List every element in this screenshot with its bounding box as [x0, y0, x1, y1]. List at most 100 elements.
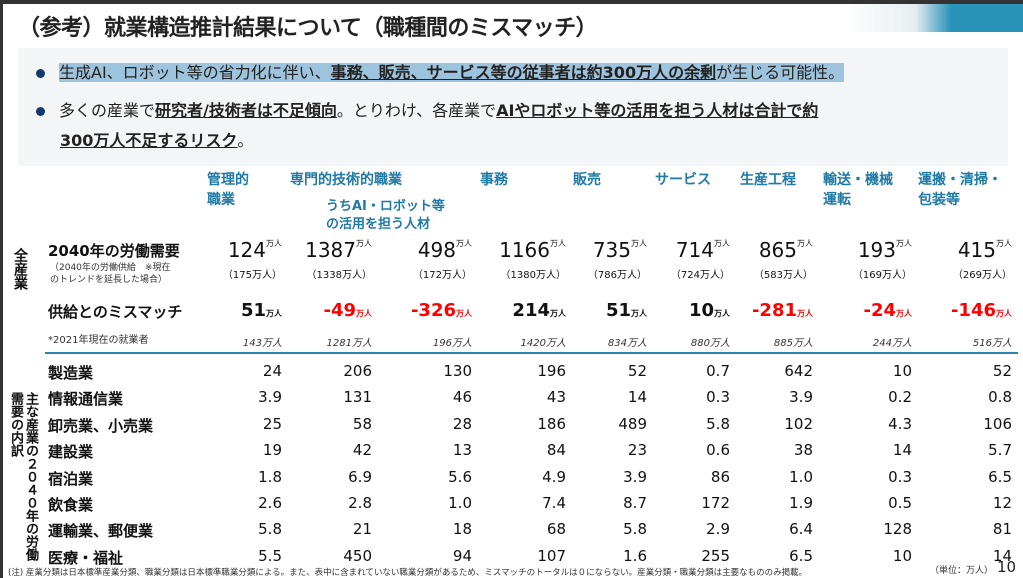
demand-label: 2040年の労働需要: [48, 242, 180, 260]
employed-2021-value: 516万人: [972, 338, 1012, 349]
industry-value: 5.6: [448, 467, 472, 486]
employed-2021-value: 880万人: [690, 338, 730, 349]
industry-value: 3.9: [623, 467, 647, 486]
employed-2021-value: 1420万人: [520, 338, 566, 349]
industry-value: 0.8: [988, 388, 1012, 407]
employed-2021-value: 244万人: [872, 338, 912, 349]
bullet-icon: [36, 69, 45, 78]
employed-2021-value: 1281万人: [326, 338, 372, 349]
industry-label: 医療・福祉: [48, 548, 124, 567]
value: -24: [863, 300, 896, 321]
industry-value: 42: [352, 441, 372, 460]
mismatch-value: 10万人: [689, 300, 730, 321]
unit: 万人: [456, 239, 472, 248]
industry-value: 94: [452, 546, 472, 565]
industry-value: 5.8: [623, 520, 647, 539]
employed-2021-value: 196万人: [432, 338, 472, 349]
unit: 万人: [896, 239, 912, 248]
demand-value: 735万人: [593, 238, 647, 262]
column-header: 輸送・機械 運転: [823, 172, 893, 208]
industry-value: 13: [452, 441, 472, 460]
employed-2021-value: 143万人: [242, 338, 282, 349]
sub-column-header: うちAI・ロボット等 の活用を担う人材: [326, 199, 445, 232]
bullet-2-cont: 300万人不足するリスク。: [60, 126, 253, 156]
value: 1387: [305, 238, 356, 262]
unit: 万人: [631, 309, 647, 318]
supply-value: （786万人）: [587, 270, 647, 281]
bullet-icon: [36, 107, 45, 116]
industry-value: 52: [627, 362, 647, 380]
industry-value: 102: [784, 414, 813, 433]
mismatch-value: -281万人: [752, 300, 813, 321]
unit: 万人: [896, 309, 912, 318]
supply-value: （269万人）: [952, 270, 1012, 281]
industry-value: 0.7: [706, 362, 730, 380]
industry-label: 情報通信業: [48, 390, 124, 409]
industry-value: 18: [452, 520, 472, 539]
industry-value: 1.0: [789, 467, 813, 486]
industry-value: 81: [992, 520, 1012, 539]
unit: 万人: [266, 239, 282, 248]
bullet-emphasis: 300万人不足するリスク: [60, 131, 238, 150]
demand-value: 415万人: [958, 238, 1012, 262]
mismatch-value: -49万人: [323, 300, 372, 321]
industry-value: 2.9: [706, 520, 730, 539]
industry-value: 0.2: [888, 388, 912, 407]
industry-value: 0.5: [888, 494, 912, 512]
unit: 万人: [797, 309, 813, 318]
industry-value: 21: [352, 520, 372, 539]
industry-value: 1.8: [258, 467, 282, 486]
industry-value: 131: [343, 388, 372, 407]
unit: 万人: [550, 239, 566, 248]
industry-value: 23: [627, 441, 647, 460]
bullet-text: 。とりわけ、各産業で: [336, 101, 497, 120]
demand-value: 1166万人: [499, 238, 566, 262]
unit: 万人: [797, 239, 813, 248]
supply-value: （1338万人）: [306, 270, 372, 281]
industry-label: 宿泊業: [48, 469, 94, 488]
industry-value: 4.3: [888, 414, 912, 433]
industry-value: 1.0: [448, 494, 472, 512]
industry-value: 3.9: [789, 388, 813, 407]
mismatch-value: 51万人: [241, 300, 282, 321]
summary-box: 生成AI、ロボット等の省力化に伴い、事務、販売、サービス等の従事者は約300万人…: [18, 48, 1008, 166]
industry-value: 255: [701, 546, 730, 565]
value: -146: [950, 300, 996, 321]
demand-value: 1387万人: [305, 238, 372, 262]
industry-value: 106: [983, 414, 1012, 433]
demand-value: 498万人: [418, 238, 472, 262]
value: 124: [227, 238, 266, 262]
bullet-text: 。: [237, 131, 254, 150]
industry-value: 1.9: [789, 494, 813, 512]
industry-value: 14: [892, 441, 912, 460]
industry-value: 130: [443, 362, 472, 380]
unit: 万人: [714, 239, 730, 248]
bullet-2: 多くの産業で研究者/技術者は不足傾向。とりわけ、各産業でAIやロボット等の活用を…: [36, 96, 818, 126]
industry-label: 運輸業、郵便業: [48, 522, 154, 541]
employed-2021-value: 885万人: [773, 338, 813, 349]
demand-value: 193万人: [858, 238, 912, 262]
industry-value: 38: [793, 441, 813, 460]
divider: [45, 352, 1018, 354]
column-header: 生産工程: [740, 172, 796, 188]
industry-value: 52: [992, 362, 1012, 380]
column-header: 専門的技術的職業: [290, 172, 402, 188]
all-industry-label: 全産業: [12, 248, 28, 290]
industry-value: 68: [546, 520, 566, 539]
industry-value: 2.8: [348, 494, 372, 512]
industry-value: 196: [537, 362, 566, 380]
industry-label: 飲食業: [48, 496, 94, 514]
bullet-1: 生成AI、ロボット等の省力化に伴い、事務、販売、サービス等の従事者は約300万人…: [36, 58, 845, 88]
employed-2021-value: 834万人: [607, 338, 647, 349]
industry-value: 19: [262, 441, 282, 460]
industry-value: 0.6: [706, 441, 730, 460]
industry-value: 8.7: [623, 494, 647, 512]
industry-value: 3.9: [258, 388, 282, 407]
industry-value: 642: [784, 362, 813, 380]
mismatch-value: -146万人: [951, 300, 1012, 321]
unit: 万人: [356, 309, 372, 318]
value: -49: [323, 300, 356, 321]
value: 735: [592, 238, 631, 262]
unit: 万人: [996, 239, 1012, 248]
